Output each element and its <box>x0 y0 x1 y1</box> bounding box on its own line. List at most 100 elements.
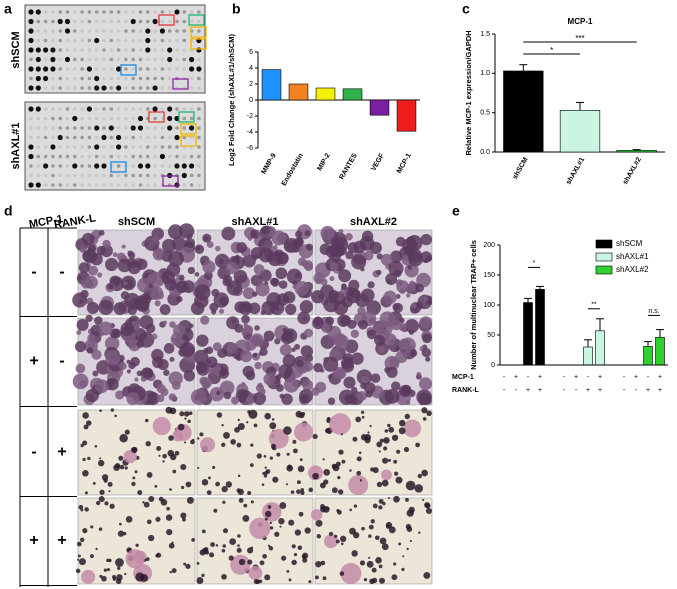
blot-spot <box>159 153 165 160</box>
cell <box>248 302 261 315</box>
cell <box>254 325 260 331</box>
cell <box>203 348 209 354</box>
blot-spot <box>102 19 106 24</box>
cell <box>405 523 412 530</box>
sign: - <box>647 374 650 381</box>
cell <box>131 481 136 487</box>
blot-spot <box>102 154 106 159</box>
cell <box>205 356 218 368</box>
blot-spot <box>29 135 33 140</box>
blot-spot <box>152 18 158 25</box>
blot-spot <box>189 19 194 24</box>
cell <box>259 560 265 566</box>
significance-label: *** <box>575 34 584 43</box>
cell <box>308 487 314 493</box>
cell <box>84 507 89 512</box>
cell <box>294 529 302 536</box>
blot-spot <box>94 116 99 121</box>
cell <box>76 541 82 547</box>
cell <box>264 466 267 469</box>
blot-spot <box>124 48 128 52</box>
blot-spot <box>80 164 84 168</box>
cell <box>94 379 109 394</box>
cell <box>90 253 103 266</box>
cell <box>99 489 105 495</box>
y-tick-label: 150 <box>483 272 495 279</box>
cell <box>215 372 220 377</box>
blot-spot <box>51 76 55 81</box>
cell <box>143 501 150 508</box>
cell <box>184 417 187 420</box>
cell <box>323 356 339 372</box>
cell <box>294 272 301 279</box>
blot-spot <box>124 67 128 71</box>
cell <box>418 531 421 534</box>
bar <box>342 88 363 101</box>
blot-spot <box>167 125 173 131</box>
blot-spot <box>174 9 180 15</box>
cell <box>282 354 296 368</box>
cell <box>294 280 310 296</box>
cell <box>156 445 162 451</box>
blot-spot <box>116 48 121 52</box>
blot-spot <box>197 154 201 159</box>
cell <box>219 368 227 377</box>
blot-spot <box>130 125 136 131</box>
blot-spot <box>116 38 121 43</box>
blot-spot <box>138 76 143 81</box>
blot-spot <box>51 126 55 130</box>
cell <box>337 509 342 515</box>
blot-spot <box>65 126 70 130</box>
cell <box>302 557 308 563</box>
cell <box>210 542 215 547</box>
blot-spot <box>146 19 150 24</box>
blot-spot <box>167 164 172 168</box>
cell <box>132 476 136 480</box>
cell <box>360 375 369 385</box>
cell <box>286 569 290 573</box>
cell <box>195 361 208 374</box>
cell <box>183 562 187 566</box>
cell <box>192 438 195 441</box>
cell <box>315 575 319 580</box>
cell <box>334 534 338 538</box>
blot-spot <box>197 126 201 130</box>
cell <box>405 480 416 491</box>
cell <box>168 393 176 401</box>
cell <box>338 269 352 283</box>
cell <box>170 453 177 461</box>
cell <box>199 432 204 437</box>
cell <box>197 466 200 469</box>
cell <box>359 560 366 566</box>
cell <box>86 301 99 315</box>
cell <box>247 236 253 241</box>
cell <box>206 241 214 249</box>
cell <box>417 473 422 479</box>
cell <box>337 314 350 327</box>
cell <box>351 386 358 394</box>
cell <box>124 429 130 435</box>
cell <box>120 291 130 300</box>
cell <box>398 427 406 435</box>
cell <box>242 254 256 268</box>
legend-label: shAXL#2 <box>616 265 649 274</box>
cell <box>406 547 409 551</box>
cell <box>247 490 252 496</box>
blot-spot <box>197 86 201 90</box>
cell <box>366 560 374 568</box>
cell <box>116 574 123 581</box>
blot-spot <box>72 115 78 122</box>
cell <box>320 278 328 286</box>
highlight-box <box>162 175 179 187</box>
cell <box>169 321 176 328</box>
cell <box>99 409 102 412</box>
cell <box>293 237 304 247</box>
cell <box>236 547 242 553</box>
cell <box>349 469 352 472</box>
blot-spot <box>175 48 179 52</box>
blot-spot <box>94 48 99 52</box>
cell <box>94 316 103 325</box>
cell <box>148 283 154 288</box>
cell <box>193 349 209 365</box>
blot-spot <box>73 183 77 187</box>
